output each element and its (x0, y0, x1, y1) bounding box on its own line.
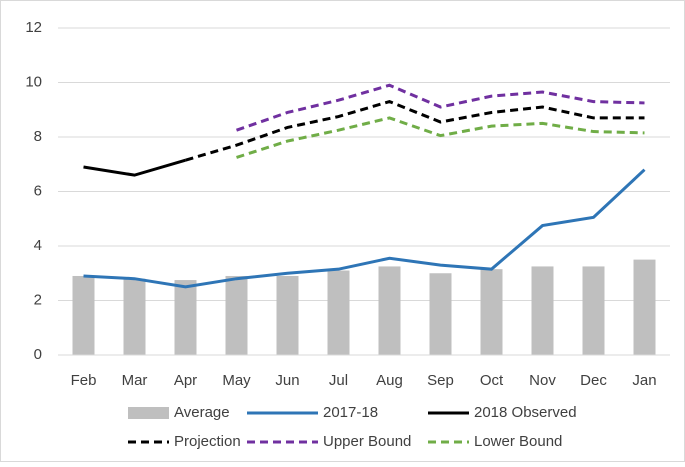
x-tick-label: Jul (329, 372, 348, 389)
x-tick-label: Sep (427, 372, 454, 389)
line (83, 168, 646, 289)
legend-label: Lower Bound (474, 433, 562, 450)
legend-label: Projection (174, 433, 241, 450)
x-tick-label: Nov (529, 372, 556, 389)
y-tick-label: 6 (34, 182, 42, 199)
bar (174, 280, 197, 355)
bar (531, 266, 554, 355)
bar (72, 275, 95, 355)
legend-label: 2017-18 (323, 404, 378, 421)
line (83, 158, 186, 177)
line (236, 116, 645, 159)
y-tick-label: 8 (34, 128, 42, 145)
bar (378, 266, 401, 355)
y-tick-label: 10 (25, 73, 42, 90)
bar (276, 275, 299, 355)
bar (582, 266, 605, 355)
y-tick-label: 4 (34, 237, 42, 254)
x-tick-label: Jun (275, 372, 299, 389)
legend-swatch (128, 407, 169, 419)
bar (633, 259, 656, 355)
x-tick-label: Mar (122, 372, 148, 389)
x-tick-label: May (222, 372, 251, 389)
legend-label: 2018 Observed (474, 404, 577, 421)
x-tick-label: Feb (71, 372, 97, 389)
bar (480, 269, 503, 355)
x-tick-label: Jan (632, 372, 656, 389)
legend-label: Upper Bound (323, 433, 411, 450)
line (236, 83, 645, 132)
y-tick-label: 2 (34, 291, 42, 308)
bar (123, 278, 146, 355)
legend-label: Average (174, 404, 230, 421)
line (185, 99, 645, 162)
x-tick-label: Apr (174, 372, 197, 389)
bar (327, 270, 350, 355)
bar (225, 275, 248, 355)
x-tick-label: Aug (376, 372, 403, 389)
y-tick-label: 12 (25, 19, 42, 36)
y-tick-label: 0 (34, 346, 42, 363)
x-tick-label: Dec (580, 372, 607, 389)
bar (429, 273, 452, 355)
x-tick-label: Oct (480, 372, 504, 389)
